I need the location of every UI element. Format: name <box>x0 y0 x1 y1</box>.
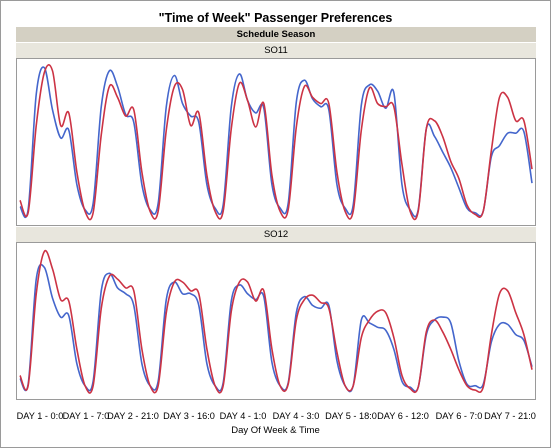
panel-label-so11: SO11 <box>16 43 536 58</box>
chart-title: "Time of Week" Passenger Preferences <box>158 11 393 25</box>
x-tick-label: DAY 1 - 0:0 <box>17 411 64 421</box>
plot-area-so12 <box>16 242 536 400</box>
series-line-1-1 <box>19 249 533 394</box>
x-tick-label: DAY 6 - 7:0 <box>436 411 483 421</box>
x-tick-label: DAY 4 - 1:0 <box>220 411 267 421</box>
x-tick-label: DAY 2 - 21:0 <box>107 411 159 421</box>
series-line-1-0 <box>19 263 533 393</box>
line-chart-so11 <box>19 64 533 221</box>
x-tick-label: DAY 4 - 3:0 <box>273 411 320 421</box>
x-tick-label: DAY 1 - 7:0 <box>63 411 110 421</box>
x-tick-label: DAY 5 - 18:0 <box>325 411 377 421</box>
x-tick-label: DAY 7 - 21:0 <box>484 411 536 421</box>
x-tick-label: DAY 6 - 12:0 <box>377 411 429 421</box>
series-line-0-1 <box>19 64 533 221</box>
season-strip: Schedule Season <box>16 27 536 42</box>
panel-label-so12: SO12 <box>16 227 536 242</box>
line-chart-so12 <box>19 249 533 394</box>
x-axis-label: Day Of Week & Time <box>231 425 320 436</box>
x-tick-label: DAY 3 - 16:0 <box>163 411 215 421</box>
plot-area-so11 <box>16 58 536 226</box>
